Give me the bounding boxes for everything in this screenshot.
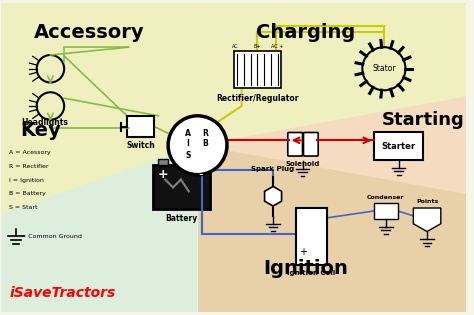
Text: Condenser: Condenser <box>367 195 405 200</box>
Text: B+: B+ <box>254 44 261 49</box>
FancyBboxPatch shape <box>158 159 168 165</box>
Polygon shape <box>198 145 466 312</box>
FancyBboxPatch shape <box>288 133 302 156</box>
FancyBboxPatch shape <box>154 165 210 209</box>
FancyBboxPatch shape <box>296 208 327 265</box>
Text: Ignition: Ignition <box>263 259 348 278</box>
FancyBboxPatch shape <box>196 159 205 165</box>
FancyBboxPatch shape <box>127 116 155 137</box>
Polygon shape <box>1 145 198 312</box>
Text: R = Rectifier: R = Rectifier <box>9 164 49 169</box>
Text: B: B <box>202 139 208 148</box>
Text: Headlights: Headlights <box>21 118 68 127</box>
Text: S = Start: S = Start <box>9 205 38 210</box>
FancyBboxPatch shape <box>234 51 281 88</box>
Text: Spark Plug: Spark Plug <box>251 166 295 172</box>
Text: I: I <box>186 139 189 148</box>
Text: Points: Points <box>416 199 438 204</box>
Text: Starting: Starting <box>382 111 465 129</box>
FancyBboxPatch shape <box>303 133 318 156</box>
Text: Starter: Starter <box>382 142 416 151</box>
Polygon shape <box>1 3 198 214</box>
Text: A = Acessory: A = Acessory <box>9 150 51 155</box>
FancyBboxPatch shape <box>374 203 398 219</box>
Text: Battery: Battery <box>166 214 198 223</box>
Text: Key: Key <box>20 121 61 140</box>
FancyBboxPatch shape <box>374 133 423 160</box>
Text: -: - <box>198 168 203 181</box>
Text: Switch: Switch <box>126 141 155 150</box>
Text: Stator: Stator <box>372 64 396 73</box>
Text: Accessory: Accessory <box>34 23 145 42</box>
Text: iSaveTractors: iSaveTractors <box>9 286 116 300</box>
Text: Ignition Coil: Ignition Coil <box>287 270 336 276</box>
Circle shape <box>168 116 227 175</box>
Text: A: A <box>185 129 191 138</box>
Polygon shape <box>413 208 441 232</box>
Text: AC: AC <box>232 44 238 49</box>
Text: Charging: Charging <box>256 23 355 42</box>
Text: +: + <box>300 247 308 257</box>
Text: +: + <box>158 168 169 181</box>
Text: B = Battery: B = Battery <box>9 191 46 196</box>
Polygon shape <box>1 3 466 214</box>
Text: Solenoid: Solenoid <box>285 161 319 167</box>
Text: I = Ignition: I = Ignition <box>9 178 44 183</box>
Text: R: R <box>202 129 209 138</box>
Text: = Common Ground: = Common Ground <box>21 234 82 239</box>
Text: Rectifier/Regulator: Rectifier/Regulator <box>216 94 299 103</box>
Text: AC +: AC + <box>271 44 283 49</box>
Text: S: S <box>185 151 191 160</box>
Polygon shape <box>198 96 466 194</box>
Polygon shape <box>264 186 282 206</box>
